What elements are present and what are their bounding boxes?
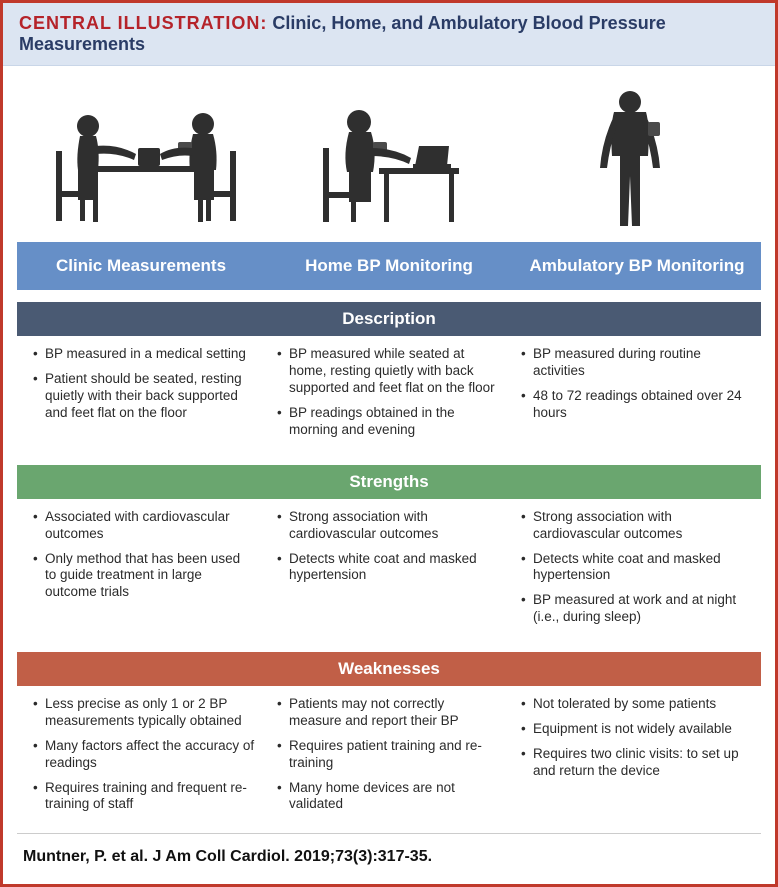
list-item: Not tolerated by some patients [521, 696, 743, 713]
strengths-clinic: Associated with cardiovascular outcomes O… [23, 509, 267, 634]
list-item: BP measured in a medical setting [33, 346, 255, 363]
description-home: BP measured while seated at home, restin… [267, 346, 511, 446]
section-header-strengths: Strengths [17, 465, 761, 499]
strengths-ambulatory: Strong association with cardiovascular o… [511, 509, 755, 634]
list-item: Only method that has been used to guide … [33, 551, 255, 602]
list-item: Strong association with cardiovascular o… [521, 509, 743, 543]
content-area: Clinic Measurements Home BP Monitoring A… [3, 66, 775, 884]
ambulatory-icon [510, 86, 751, 236]
weaknesses-ambulatory: Not tolerated by some patients Equipment … [511, 696, 755, 821]
description-ambulatory: BP measured during routine activities 48 … [511, 346, 755, 446]
list-item: Less precise as only 1 or 2 BP measureme… [33, 696, 255, 730]
list-item: 48 to 72 readings obtained over 24 hours [521, 388, 743, 422]
list-item: Requires training and frequent re-traini… [33, 780, 255, 814]
col-header-home: Home BP Monitoring [265, 242, 513, 290]
list-item: Patient should be seated, resting quietl… [33, 371, 255, 422]
weaknesses-home: Patients may not correctly measure and r… [267, 696, 511, 821]
list-item: Detects white coat and masked hypertensi… [521, 551, 743, 585]
list-item: Requires patient training and re-trainin… [277, 738, 499, 772]
home-icon [268, 86, 509, 236]
list-item: Detects white coat and masked hypertensi… [277, 551, 499, 585]
citation: Muntner, P. et al. J Am Coll Cardiol. 20… [17, 833, 761, 876]
list-item: BP measured while seated at home, restin… [277, 346, 499, 397]
strengths-row: Associated with cardiovascular outcomes O… [17, 499, 761, 640]
section-header-description: Description [17, 302, 761, 336]
col-header-clinic: Clinic Measurements [17, 242, 265, 290]
title-lead: CENTRAL ILLUSTRATION: [19, 13, 267, 33]
strengths-home: Strong association with cardiovascular o… [267, 509, 511, 634]
illustration-frame: CENTRAL ILLUSTRATION: Clinic, Home, and … [0, 0, 778, 887]
col-header-ambulatory: Ambulatory BP Monitoring [513, 242, 761, 290]
weaknesses-clinic: Less precise as only 1 or 2 BP measureme… [23, 696, 267, 821]
title-bar: CENTRAL ILLUSTRATION: Clinic, Home, and … [3, 3, 775, 66]
list-item: Associated with cardiovascular outcomes [33, 509, 255, 543]
list-item: Strong association with cardiovascular o… [277, 509, 499, 543]
list-item: Requires two clinic visits: to set up an… [521, 746, 743, 780]
weaknesses-row: Less precise as only 1 or 2 BP measureme… [17, 686, 761, 827]
list-item: BP measured during routine activities [521, 346, 743, 380]
list-item: BP measured at work and at night (i.e., … [521, 592, 743, 626]
description-clinic: BP measured in a medical setting Patient … [23, 346, 267, 446]
list-item: Many home devices are not validated [277, 780, 499, 814]
list-item: Many factors affect the accuracy of read… [33, 738, 255, 772]
icon-row [17, 80, 761, 242]
clinic-icon [27, 86, 268, 236]
list-item: Patients may not correctly measure and r… [277, 696, 499, 730]
description-row: BP measured in a medical setting Patient … [17, 336, 761, 452]
column-headers: Clinic Measurements Home BP Monitoring A… [17, 242, 761, 290]
section-header-weaknesses: Weaknesses [17, 652, 761, 686]
list-item: Equipment is not widely available [521, 721, 743, 738]
list-item: BP readings obtained in the morning and … [277, 405, 499, 439]
